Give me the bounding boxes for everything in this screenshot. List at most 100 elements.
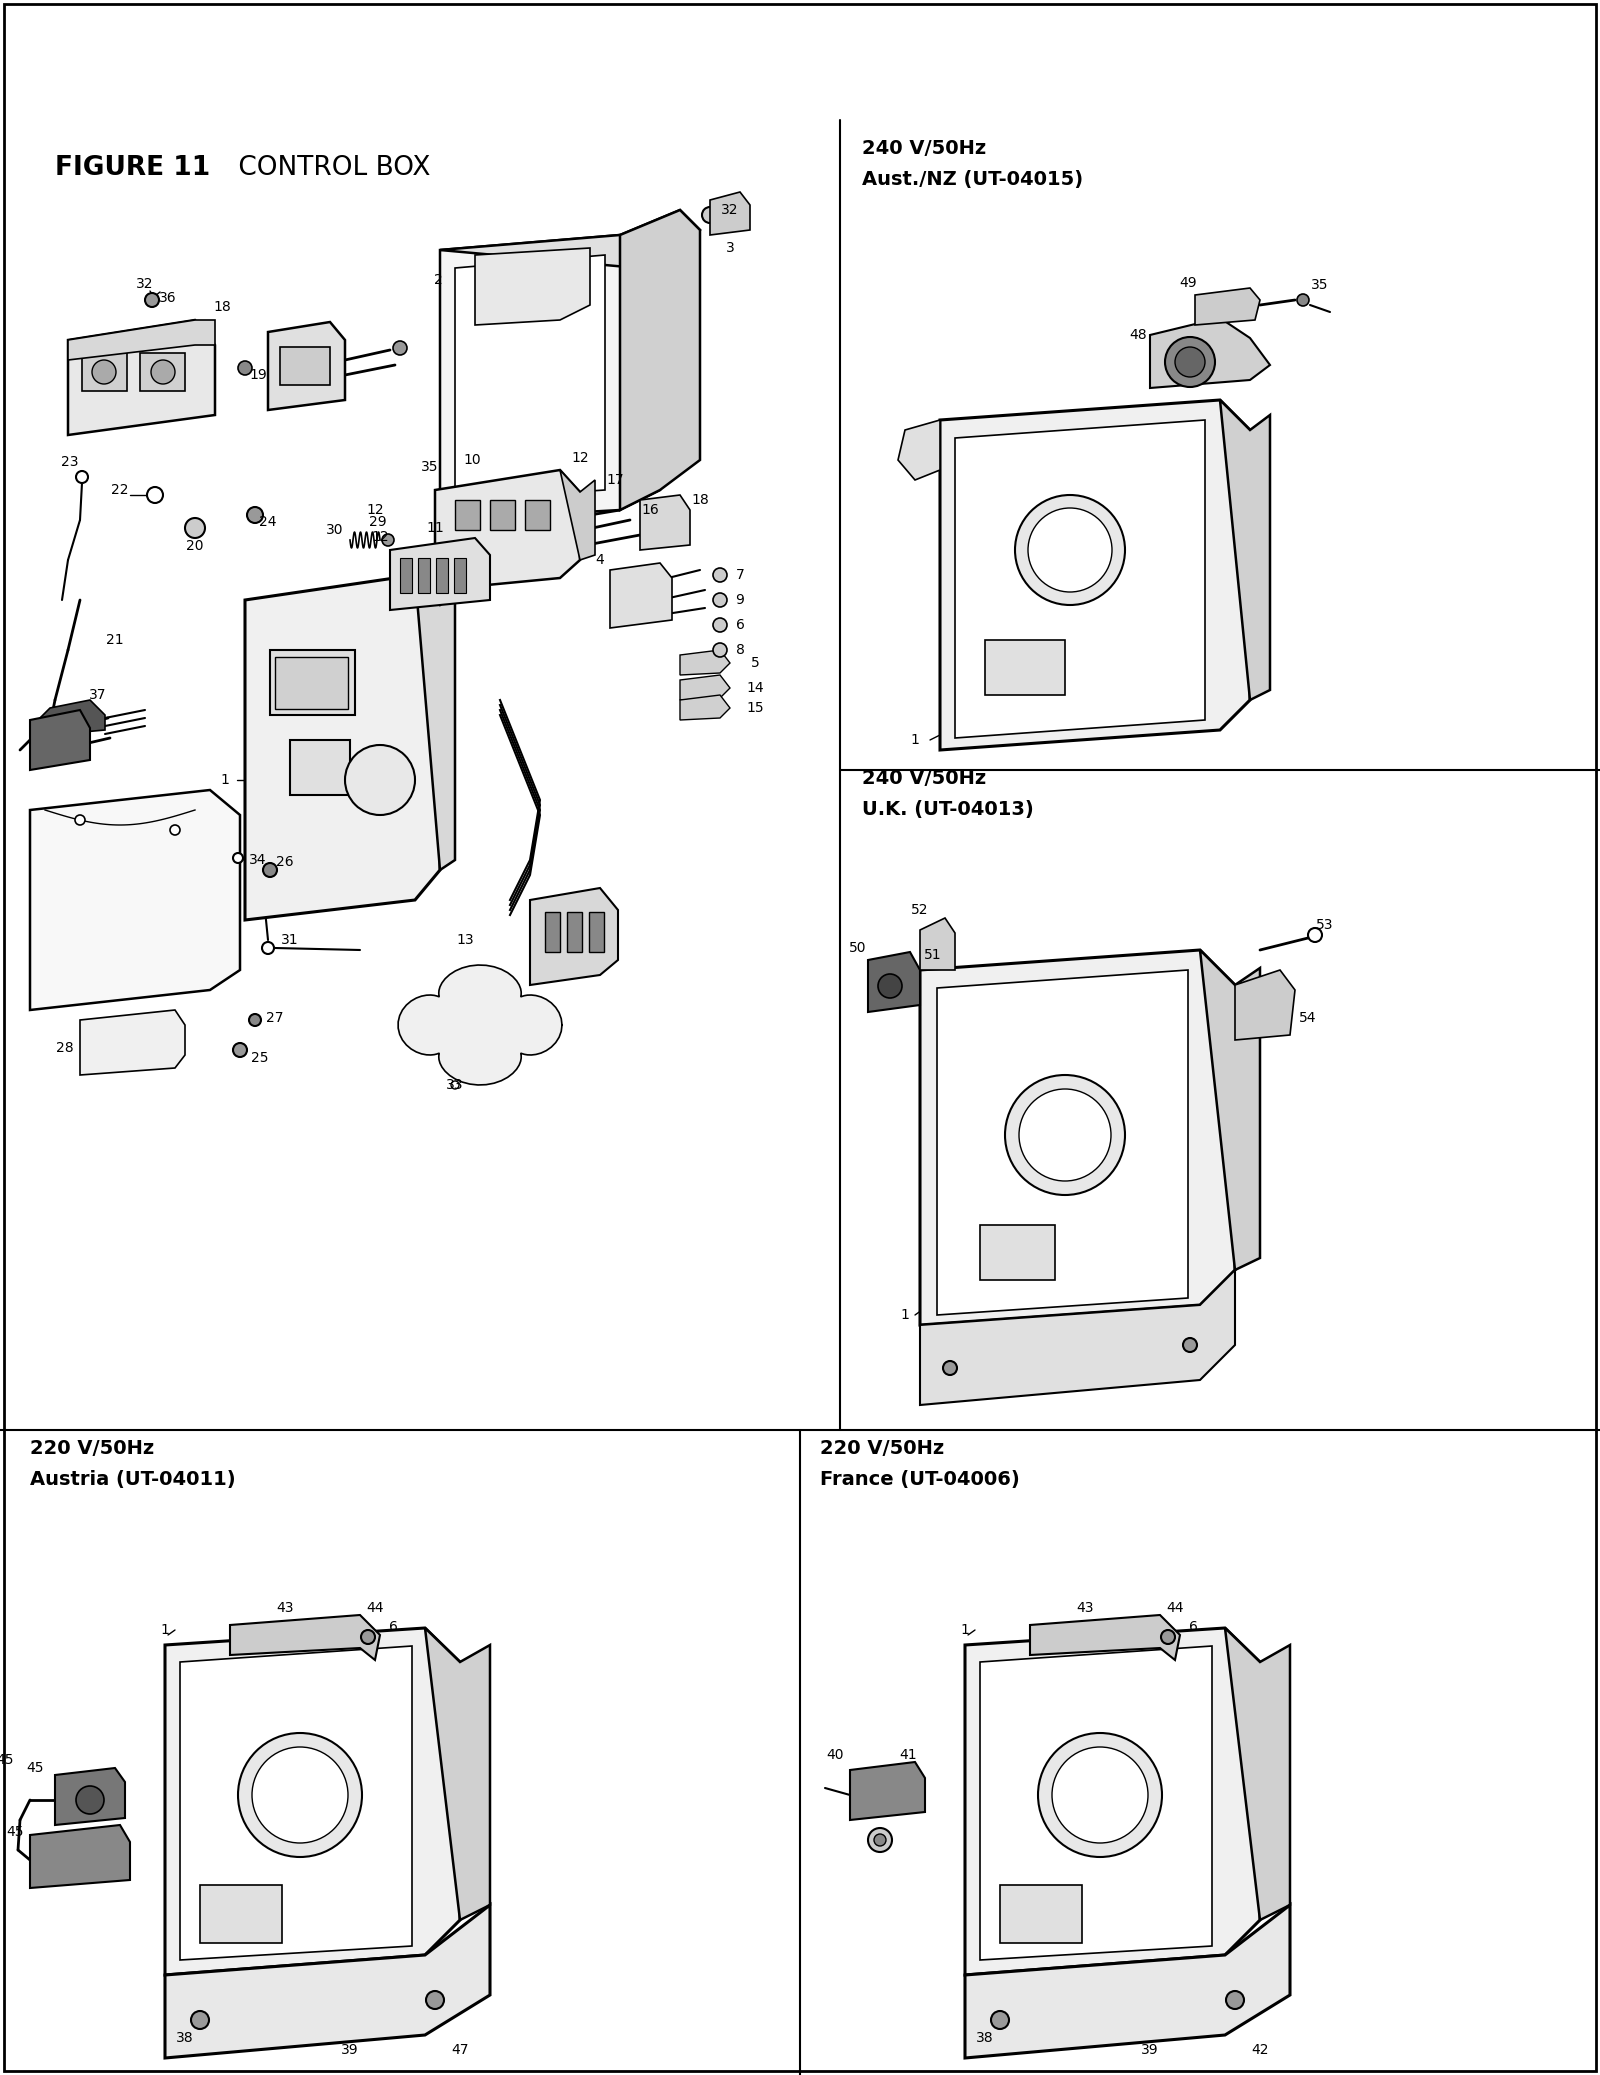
Text: 10: 10 xyxy=(462,452,482,467)
Text: 14: 14 xyxy=(746,681,763,695)
Bar xyxy=(546,913,560,952)
Circle shape xyxy=(170,826,179,834)
Text: 35: 35 xyxy=(1312,278,1328,293)
Bar xyxy=(490,500,515,529)
Polygon shape xyxy=(941,400,1250,749)
Circle shape xyxy=(1005,1075,1125,1195)
Circle shape xyxy=(1309,928,1322,942)
Circle shape xyxy=(1162,1631,1174,1643)
Polygon shape xyxy=(398,965,562,1085)
Text: 44: 44 xyxy=(366,1602,384,1614)
Text: 38: 38 xyxy=(976,2031,994,2046)
Circle shape xyxy=(867,1828,893,1853)
Text: 3: 3 xyxy=(726,241,734,255)
Circle shape xyxy=(186,519,205,537)
Polygon shape xyxy=(67,320,214,359)
Polygon shape xyxy=(920,1270,1235,1405)
Bar xyxy=(454,558,466,593)
Polygon shape xyxy=(269,322,346,411)
Bar xyxy=(589,913,605,952)
Bar xyxy=(1000,1884,1082,1942)
Text: 1: 1 xyxy=(221,774,229,786)
Text: 20: 20 xyxy=(186,540,203,554)
Polygon shape xyxy=(440,210,701,270)
Polygon shape xyxy=(560,471,595,560)
Polygon shape xyxy=(230,1614,381,1660)
Text: 1: 1 xyxy=(960,1623,970,1637)
Polygon shape xyxy=(454,255,605,500)
Text: 23: 23 xyxy=(61,454,78,469)
Polygon shape xyxy=(475,249,590,326)
Circle shape xyxy=(394,340,406,355)
Text: 42: 42 xyxy=(1251,2044,1269,2056)
Circle shape xyxy=(246,506,262,523)
Text: France (UT-04006): France (UT-04006) xyxy=(819,1471,1019,1490)
Circle shape xyxy=(262,942,274,955)
Polygon shape xyxy=(179,1645,413,1961)
Text: 12: 12 xyxy=(366,502,384,517)
Text: 18: 18 xyxy=(691,494,709,506)
Circle shape xyxy=(346,745,414,815)
Text: 35: 35 xyxy=(421,461,438,473)
Text: 38: 38 xyxy=(176,2031,194,2046)
Bar xyxy=(979,1224,1054,1280)
Text: 44: 44 xyxy=(1166,1602,1184,1614)
Polygon shape xyxy=(30,1826,130,1888)
Circle shape xyxy=(234,1044,246,1056)
Text: U.K. (UT-04013): U.K. (UT-04013) xyxy=(862,801,1034,820)
Circle shape xyxy=(77,1787,104,1814)
Polygon shape xyxy=(920,950,1235,1326)
Polygon shape xyxy=(680,674,730,699)
Text: 26: 26 xyxy=(277,855,294,869)
Circle shape xyxy=(1298,295,1309,305)
Bar xyxy=(141,353,186,390)
Polygon shape xyxy=(390,537,490,610)
Polygon shape xyxy=(80,1011,186,1075)
Circle shape xyxy=(714,618,726,633)
Text: 36: 36 xyxy=(158,290,178,305)
Text: 1: 1 xyxy=(160,1623,170,1637)
Text: 8: 8 xyxy=(736,643,744,658)
Polygon shape xyxy=(30,699,106,735)
Text: 43: 43 xyxy=(277,1602,294,1614)
Polygon shape xyxy=(920,917,955,969)
Circle shape xyxy=(990,2011,1010,2029)
Polygon shape xyxy=(640,496,690,550)
Text: 240 V/50Hz: 240 V/50Hz xyxy=(862,139,986,158)
Text: 18: 18 xyxy=(213,301,230,313)
Text: 39: 39 xyxy=(1141,2044,1158,2056)
Bar xyxy=(418,558,430,593)
Text: 9: 9 xyxy=(736,593,744,608)
Text: 28: 28 xyxy=(56,1042,74,1054)
Polygon shape xyxy=(414,575,454,869)
Circle shape xyxy=(75,815,85,826)
Polygon shape xyxy=(435,471,579,589)
Text: 32: 32 xyxy=(136,276,154,291)
Circle shape xyxy=(714,643,726,658)
Bar xyxy=(566,913,582,952)
Text: 45: 45 xyxy=(6,1826,24,1838)
Text: Aust./NZ (UT-04015): Aust./NZ (UT-04015) xyxy=(862,170,1083,189)
Text: 34: 34 xyxy=(250,853,267,867)
Bar xyxy=(200,1884,282,1942)
Circle shape xyxy=(1038,1733,1162,1857)
Polygon shape xyxy=(680,695,730,720)
Circle shape xyxy=(238,1733,362,1857)
Circle shape xyxy=(714,569,726,581)
Polygon shape xyxy=(938,969,1187,1316)
Text: 12: 12 xyxy=(371,529,389,544)
Circle shape xyxy=(1165,336,1214,388)
Text: 48: 48 xyxy=(1130,328,1147,342)
Polygon shape xyxy=(621,210,701,510)
Polygon shape xyxy=(710,193,750,234)
Text: 39: 39 xyxy=(341,2044,358,2056)
Polygon shape xyxy=(1235,969,1294,1040)
Circle shape xyxy=(253,1747,349,1843)
Text: 37: 37 xyxy=(90,689,107,701)
Polygon shape xyxy=(54,1768,125,1826)
Polygon shape xyxy=(867,952,920,1013)
Text: FIGURE 11: FIGURE 11 xyxy=(54,156,210,181)
Polygon shape xyxy=(426,1629,490,1919)
Text: 19: 19 xyxy=(250,367,267,382)
Text: 45: 45 xyxy=(0,1753,14,1768)
